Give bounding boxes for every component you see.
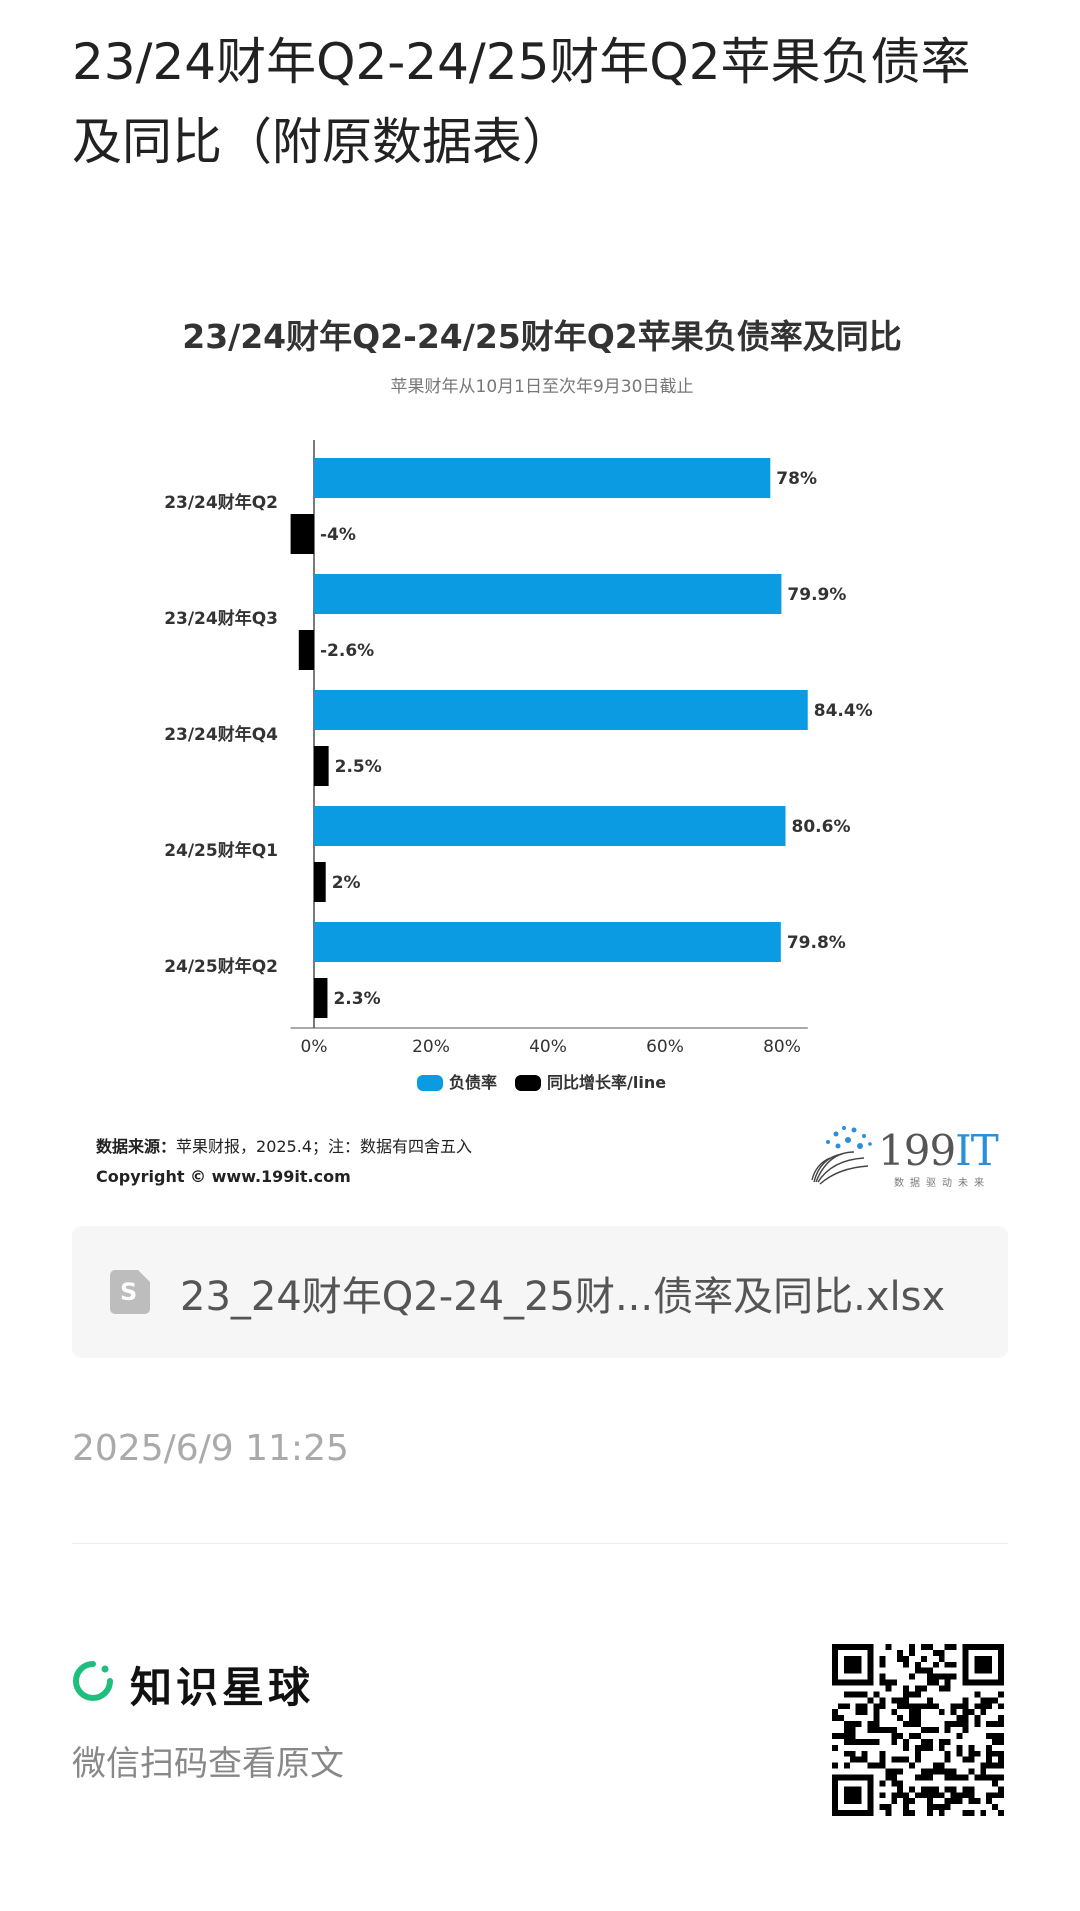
bar-debt-ratio — [314, 458, 771, 498]
page-title: 23/24财年Q2-24/25财年Q2苹果负债率及同比（附原数据表） — [72, 33, 971, 171]
chart-source: 数据来源：苹果财报，2025.4；注：数据有四舍五入 Copyright © w… — [96, 1132, 472, 1192]
source-text: 苹果财报，2025.4；注：数据有四舍五入 — [176, 1137, 473, 1156]
x-tick-label: 40% — [529, 1037, 567, 1057]
category-label: 23/24财年Q4 — [164, 724, 278, 745]
source-label: 数据来源： — [96, 1137, 177, 1156]
data-label-debt-ratio: 80.6% — [792, 817, 851, 837]
chart-title: 23/24财年Q2-24/25财年Q2苹果负债率及同比 — [182, 317, 902, 356]
legend-swatch — [515, 1075, 541, 1091]
199it-logo: 199IT 数据驱动未来 — [808, 1122, 1008, 1192]
legend-swatch — [417, 1075, 443, 1091]
data-label-debt-ratio: 79.9% — [787, 585, 846, 605]
copyright-text: Copyright © www.199it.com — [96, 1167, 351, 1186]
bar-yoy-growth — [298, 630, 314, 670]
data-label-yoy-growth: -4% — [320, 525, 356, 545]
bar-yoy-growth — [314, 862, 326, 902]
category-label: 23/24财年Q3 — [164, 608, 278, 629]
data-label-debt-ratio: 84.4% — [814, 701, 873, 721]
bar-debt-ratio — [314, 690, 808, 730]
chart-card: 23/24财年Q2-24/25财年Q2苹果负债率及同比 苹果财年从10月1日至次… — [72, 280, 1012, 1210]
bar-debt-ratio — [314, 922, 781, 962]
divider — [72, 1543, 1008, 1544]
x-tick-label: 80% — [763, 1037, 801, 1057]
zsxq-logo-icon — [73, 1661, 113, 1701]
data-label-debt-ratio: 78% — [776, 469, 817, 489]
logo-text-it: IT — [955, 1126, 999, 1175]
qr-code[interactable] — [832, 1644, 1004, 1816]
data-label-yoy-growth: 2.5% — [335, 757, 382, 777]
data-label-yoy-growth: -2.6% — [320, 641, 374, 661]
x-tick-label: 60% — [646, 1037, 684, 1057]
category-label: 23/24财年Q2 — [164, 492, 278, 513]
dot-burst-icon — [811, 1126, 872, 1185]
attachment-filename[interactable]: 23_24财年Q2-24_25财...债率及同比.xlsx — [180, 1274, 946, 1320]
bar-debt-ratio — [314, 806, 786, 846]
data-label-yoy-growth: 2% — [332, 873, 361, 893]
legend-label: 负债率 — [449, 1073, 497, 1092]
chart-subtitle: 苹果财年从10月1日至次年9月30日截止 — [390, 377, 694, 397]
bar-chart: 23/24财年Q2 78% -4% 23/24财年Q3 79.9% -2.6% 23/24财… — [164, 440, 873, 1092]
sheet-file-icon: S — [110, 1270, 150, 1314]
data-label-yoy-growth: 2.3% — [333, 989, 380, 1009]
x-tick-label: 20% — [412, 1037, 450, 1057]
bar-debt-ratio — [314, 574, 782, 614]
x-tick-label: 0% — [301, 1037, 328, 1057]
bar-yoy-growth — [314, 746, 329, 786]
category-label: 24/25财年Q2 — [164, 956, 278, 977]
legend-label: 同比增长率/line — [547, 1073, 666, 1092]
scan-hint: 微信扫码查看原文 — [72, 1744, 344, 1784]
bar-yoy-growth — [314, 978, 328, 1018]
brand-name: 知识星球 — [130, 1663, 315, 1712]
post-timestamp: 2025/6/9 11:25 — [72, 1428, 349, 1469]
data-label-debt-ratio: 79.8% — [787, 933, 846, 953]
logo-tagline: 数据驱动未来 — [894, 1178, 990, 1189]
attachment-card[interactable]: S 23_24财年Q2-24_25财...债率及同比.xlsx — [72, 1226, 1008, 1358]
logo-text: 199 — [878, 1126, 956, 1175]
category-label: 24/25财年Q1 — [164, 840, 278, 861]
bar-yoy-growth — [290, 514, 314, 554]
